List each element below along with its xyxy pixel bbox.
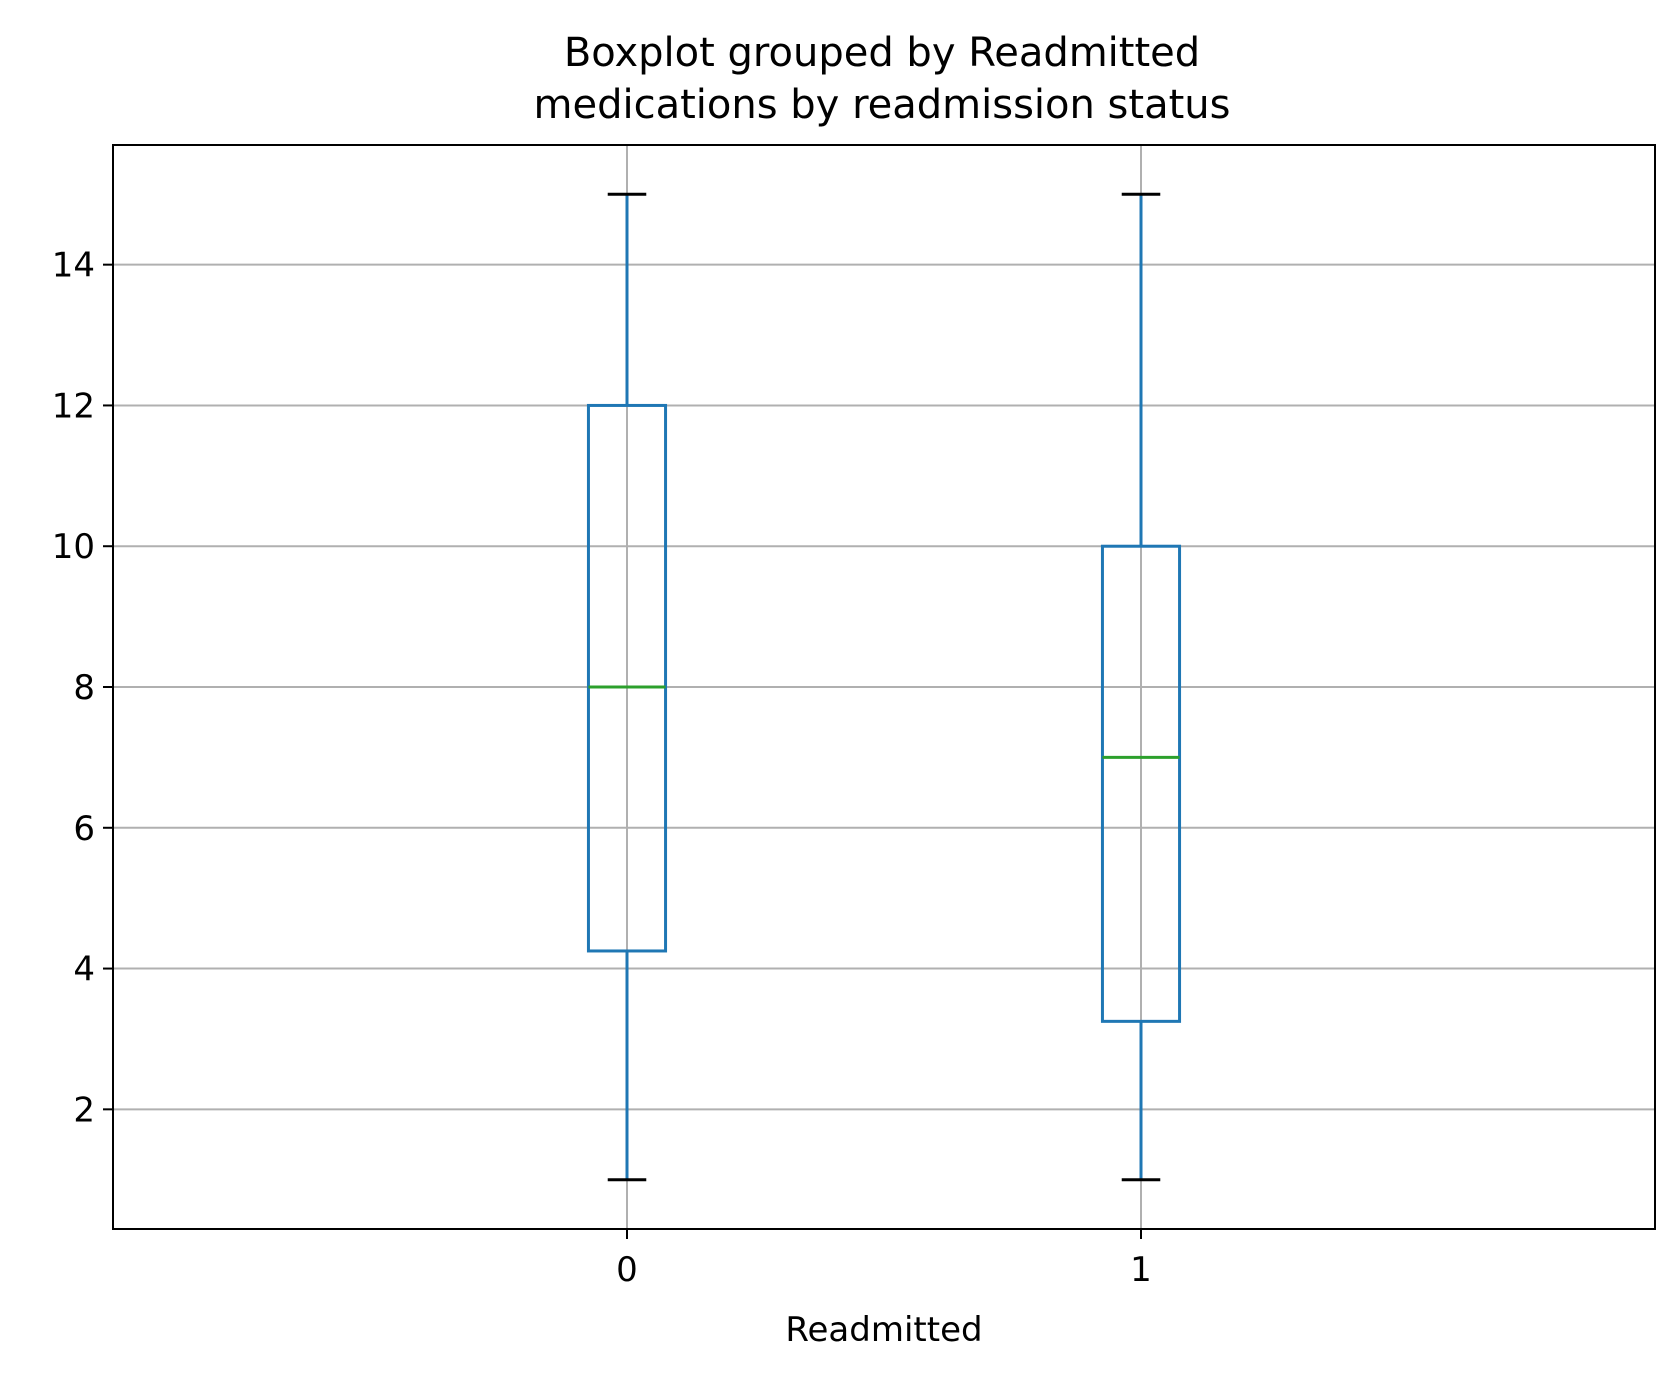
chart-title: Boxplot grouped by Readmitted — [564, 30, 1200, 76]
y-tick-label: 14 — [52, 246, 95, 286]
box-group-1 — [1100, 192, 1182, 1182]
y-tick-label: 10 — [52, 527, 95, 567]
iqr-box — [586, 403, 668, 953]
y-tick-label: 6 — [73, 809, 95, 849]
y-tick-label: 4 — [73, 950, 95, 990]
y-tick-label: 12 — [52, 386, 95, 426]
x-axis-label: Readmitted — [785, 1310, 982, 1350]
iqr-box — [1100, 544, 1182, 1023]
y-tick-label: 2 — [73, 1090, 95, 1130]
grid-lines — [113, 145, 1655, 1229]
y-tick-label: 8 — [73, 668, 95, 708]
box-group-0 — [586, 192, 668, 1182]
x-tick-label: 1 — [1130, 1250, 1152, 1290]
box-series — [586, 192, 1182, 1182]
axis-ticks: 2 4 6 8 10 12 14 0 1 — [52, 246, 1152, 1290]
x-tick-label: 0 — [616, 1250, 638, 1290]
chart-subtitle: medications by readmission status — [534, 82, 1231, 128]
plot-frame — [112, 144, 1656, 1230]
